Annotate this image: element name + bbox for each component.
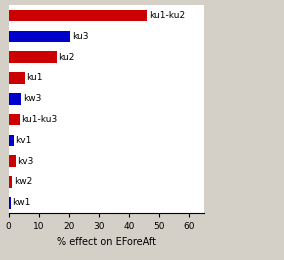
Bar	[9, 51, 57, 63]
Text: kw2: kw2	[14, 178, 32, 186]
Bar	[9, 93, 21, 105]
X-axis label: % effect on EForeAft: % effect on EForeAft	[57, 237, 156, 247]
Bar	[9, 155, 16, 167]
Bar	[9, 10, 147, 21]
Bar	[9, 114, 20, 125]
Bar	[9, 197, 11, 209]
Bar	[9, 72, 25, 84]
Text: ku1-ku3: ku1-ku3	[22, 115, 58, 124]
Text: ku1: ku1	[27, 74, 43, 82]
Text: kw1: kw1	[12, 198, 31, 207]
Bar	[9, 135, 14, 146]
Text: kv3: kv3	[18, 157, 34, 166]
Bar	[9, 176, 12, 188]
Text: ku2: ku2	[58, 53, 75, 62]
Text: kw3: kw3	[23, 94, 41, 103]
Text: ku1-ku2: ku1-ku2	[149, 11, 185, 20]
Text: ku3: ku3	[72, 32, 88, 41]
Text: kv1: kv1	[15, 136, 32, 145]
Bar	[9, 31, 70, 42]
